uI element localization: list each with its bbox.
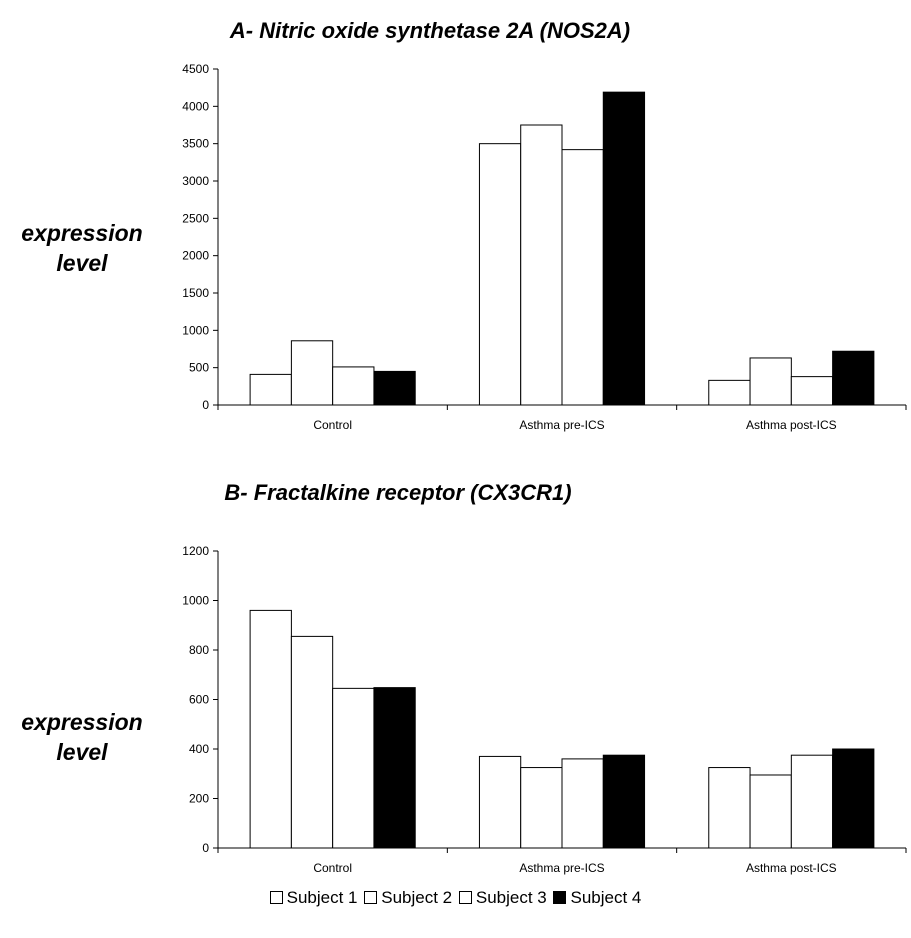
bar-cx3cr1-control-subject-3: [332, 687, 375, 849]
bar-nos2a-control-subject-2: [290, 340, 334, 406]
x-tick-label-nos2a-control: Control: [313, 418, 352, 432]
x-tick-label-cx3cr1-asthma-pre-ics: Asthma pre-ICS: [519, 861, 604, 875]
bar-cx3cr1-control-subject-2: [290, 635, 334, 849]
legend-item-subject-1: Subject 1: [269, 888, 358, 908]
bar-nos2a-asthma-pre-ics-subject-3: [561, 149, 604, 406]
bar-cx3cr1-asthma-pre-ics-subject-1: [478, 755, 522, 849]
y-tick-label-cx3cr1-0: 0: [202, 841, 209, 855]
legend: Subject 1 Subject 2 Subject 3 Subject 4: [0, 888, 911, 908]
x-tick-label-nos2a-asthma-post-ics: Asthma post-ICS: [746, 418, 837, 432]
bar-nos2a-asthma-pre-ics-subject-4: [602, 91, 646, 406]
plot-area-cx3cr1: 0 200 400 600 800 1000 1200 Control Asthma pre-I…: [182, 544, 907, 875]
legend-item-subject-2: Subject 2: [364, 888, 452, 908]
chart-title-nos2a: A- Nitric oxide synthetase 2A (NOS2A): [229, 18, 630, 43]
y-tick-label-cx3cr1-1200: 1200: [182, 544, 209, 558]
bar-cx3cr1-asthma-post-ics-subject-3: [790, 754, 834, 849]
y-tick-label-nos2a-2000: 2000: [182, 249, 209, 263]
y-tick-label-nos2a-4000: 4000: [182, 99, 209, 113]
y-tick-label-cx3cr1-1000: 1000: [182, 594, 209, 608]
plot-area-nos2a: 0 500 1000 1500 2000 2500 3000 3500 4000 4500 Cont…: [182, 62, 907, 432]
x-tick-label-cx3cr1-asthma-post-ics: Asthma post-ICS: [746, 861, 837, 875]
bar-cx3cr1-control-subject-1: [249, 609, 292, 849]
chart-cx3cr1: B- Fractalkine receptor (CX3CR1) express…: [21, 480, 907, 875]
legend-label-subject-2: Subject 2: [381, 888, 453, 907]
legend-swatch-subject-4: [553, 891, 567, 904]
bar-nos2a-asthma-post-ics-subject-2: [749, 357, 792, 406]
bar-nos2a-control-subject-3: [332, 366, 375, 406]
y-tick-label-cx3cr1-800: 800: [189, 643, 209, 657]
legend-item-subject-3: Subject 3: [458, 888, 547, 908]
y-tick-label-nos2a-0: 0: [202, 398, 209, 412]
x-tick-label-cx3cr1-control: Control: [313, 861, 352, 875]
y-tick-label-nos2a-3000: 3000: [182, 174, 209, 188]
y-tick-label-nos2a-1500: 1500: [182, 286, 209, 300]
y-tick-label-cx3cr1-200: 200: [189, 792, 209, 806]
bar-nos2a-asthma-pre-ics-subject-2: [520, 124, 563, 406]
bar-cx3cr1-asthma-pre-ics-subject-4: [602, 754, 646, 849]
y-tick-label-cx3cr1-600: 600: [189, 693, 209, 707]
bar-cx3cr1-asthma-post-ics-subject-4: [832, 748, 875, 849]
bar-cx3cr1-asthma-pre-ics-subject-2: [520, 767, 563, 849]
y-tick-label-nos2a-2500: 2500: [182, 211, 209, 225]
legend-swatch-subject-2: [364, 891, 378, 904]
bar-nos2a-asthma-post-ics-subject-4: [832, 350, 875, 406]
y-axis-label-line2-cx3cr1: level: [56, 739, 108, 765]
y-tick-label-nos2a-500: 500: [189, 361, 209, 375]
chart-nos2a: A- Nitric oxide synthetase 2A (NOS2A) ex…: [21, 18, 907, 432]
bar-nos2a-control-subject-1: [249, 373, 292, 406]
bar-cx3cr1-control-subject-4: [373, 687, 416, 849]
bar-nos2a-control-subject-4: [373, 370, 416, 406]
bar-cx3cr1-asthma-post-ics-subject-2: [749, 774, 792, 849]
y-tick-label-cx3cr1-400: 400: [189, 742, 209, 756]
chart-title-cx3cr1: B- Fractalkine receptor (CX3CR1): [224, 480, 571, 505]
x-tick-label-nos2a-asthma-pre-ics: Asthma pre-ICS: [519, 418, 604, 432]
y-tick-label-nos2a-4500: 4500: [182, 62, 209, 76]
legend-swatch-subject-3: [458, 891, 472, 904]
y-axis-label-line1-nos2a: expression: [21, 220, 142, 246]
y-tick-label-nos2a-3500: 3500: [182, 137, 209, 151]
bar-cx3cr1-asthma-post-ics-subject-1: [708, 767, 751, 849]
legend-label-subject-4: Subject 4: [570, 888, 642, 907]
bar-nos2a-asthma-pre-ics-subject-1: [478, 143, 522, 406]
legend-label-subject-1: Subject 1: [286, 888, 358, 907]
bar-nos2a-asthma-post-ics-subject-1: [708, 379, 751, 406]
y-axis-label-line2-nos2a: level: [56, 250, 108, 276]
y-axis-label-line1-cx3cr1: expression: [21, 709, 142, 735]
bar-cx3cr1-asthma-pre-ics-subject-3: [561, 758, 604, 849]
bar-nos2a-asthma-post-ics-subject-3: [790, 376, 834, 406]
legend-label-subject-3: Subject 3: [475, 888, 547, 907]
legend-item-subject-4: Subject 4: [553, 888, 641, 908]
y-tick-label-nos2a-1000: 1000: [182, 323, 209, 337]
legend-swatch-subject-1: [269, 891, 283, 904]
